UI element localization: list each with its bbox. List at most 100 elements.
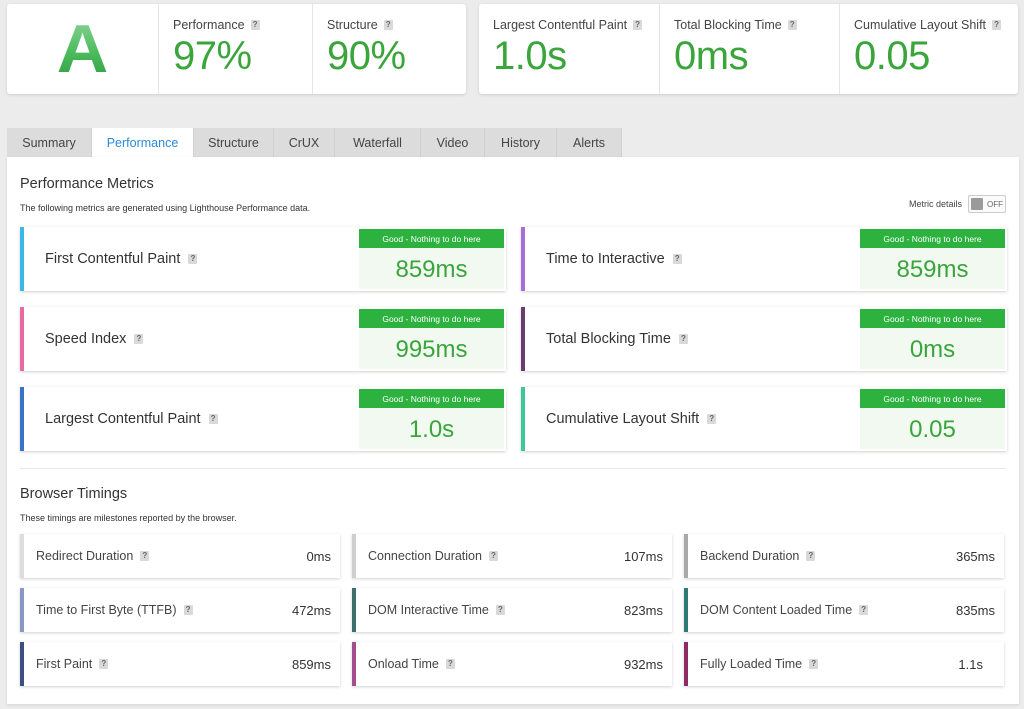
status-badge: Good - Nothing to do here xyxy=(860,309,1005,328)
structure-value: 90% xyxy=(327,34,406,78)
help-icon[interactable]: ? xyxy=(488,551,498,561)
metric-name: First Contentful Paint xyxy=(45,251,181,267)
metric-card-lcp: Largest Contentful Paint ? Good - Nothin… xyxy=(20,387,506,451)
performance-label: Performance xyxy=(173,18,245,32)
help-icon[interactable]: ? xyxy=(992,20,1002,30)
timing-value: 0ms xyxy=(306,548,331,564)
timing-value: 835ms xyxy=(955,602,995,618)
metric-value: 995ms xyxy=(395,336,468,363)
help-icon[interactable]: ? xyxy=(188,254,198,264)
timing-label: Time to First Byte (TTFB) xyxy=(36,603,177,617)
help-icon[interactable]: ? xyxy=(806,551,816,561)
section-divider xyxy=(20,468,1006,469)
timing-backend-duration: Backend Duration ? 365ms xyxy=(684,534,1004,578)
metric-name: Speed Index xyxy=(45,331,127,347)
timing-label: First Paint xyxy=(36,657,93,671)
help-icon[interactable]: ? xyxy=(383,20,393,30)
timings-section-subtitle: These timings are milestones reported by… xyxy=(20,513,237,523)
tab-structure[interactable]: Structure xyxy=(194,128,274,158)
metric-card-tti: Time to Interactive ? Good - Nothing to … xyxy=(521,227,1007,291)
performance-value: 97% xyxy=(173,34,252,78)
metric-value: 1.0s xyxy=(408,416,455,443)
status-badge: Good - Nothing to do here xyxy=(359,389,504,408)
metric-status: Good - Nothing to do here 1.0s xyxy=(359,389,504,449)
tbt-label: Total Blocking Time xyxy=(674,18,782,32)
help-icon[interactable]: ? xyxy=(809,659,819,669)
performance-score: Performance ? 97% xyxy=(159,4,313,94)
timing-value: 365ms xyxy=(955,548,995,564)
timing-label: Fully Loaded Time xyxy=(700,657,803,671)
timing-onload: Onload Time ? 932ms xyxy=(352,642,672,686)
lcp-value: 1.0s xyxy=(493,34,567,78)
timing-dom-interactive: DOM Interactive Time ? 823ms xyxy=(352,588,672,632)
help-icon[interactable]: ? xyxy=(183,605,193,615)
help-icon[interactable]: ? xyxy=(787,20,797,30)
timing-label: Backend Duration xyxy=(700,549,800,563)
web-vitals-card: Largest Contentful Paint ? 1.0s Total Bl… xyxy=(479,4,1018,94)
lcp-label: Largest Contentful Paint xyxy=(493,18,628,32)
timing-connection-duration: Connection Duration ? 107ms xyxy=(352,534,672,578)
help-icon[interactable]: ? xyxy=(208,414,218,424)
metric-status: Good - Nothing to do here 859ms xyxy=(359,229,504,289)
timing-label: DOM Content Loaded Time xyxy=(700,603,853,617)
help-icon[interactable]: ? xyxy=(140,551,150,561)
help-icon[interactable]: ? xyxy=(134,334,144,344)
help-icon[interactable]: ? xyxy=(633,20,643,30)
status-badge: Good - Nothing to do here xyxy=(359,229,504,248)
timing-fully-loaded: Fully Loaded Time ? 1.1s xyxy=(684,642,1004,686)
timing-dom-content-loaded: DOM Content Loaded Time ? 835ms xyxy=(684,588,1004,632)
help-icon[interactable]: ? xyxy=(99,659,109,669)
help-icon[interactable]: ? xyxy=(250,20,260,30)
metric-details-toggle[interactable]: OFF xyxy=(968,195,1006,213)
metric-value: 859ms xyxy=(395,256,468,283)
timing-first-paint: First Paint ? 859ms xyxy=(20,642,340,686)
help-icon[interactable]: ? xyxy=(672,254,682,264)
metrics-section-title: Performance Metrics xyxy=(20,176,154,192)
tab-performance[interactable]: Performance xyxy=(92,128,194,158)
cls-value: 0.05 xyxy=(854,34,930,78)
status-badge: Good - Nothing to do here xyxy=(359,309,504,328)
help-icon[interactable]: ? xyxy=(445,659,455,669)
toggle-knob xyxy=(971,198,983,210)
tbt-value: 0ms xyxy=(674,34,749,78)
metric-value: 0.05 xyxy=(909,416,956,443)
timing-value: 107ms xyxy=(623,548,663,564)
metric-card-tbt: Total Blocking Time ? Good - Nothing to … xyxy=(521,307,1007,371)
timing-ttfb: Time to First Byte (TTFB) ? 472ms xyxy=(20,588,340,632)
timing-value: 823ms xyxy=(623,602,663,618)
timing-value: 472ms xyxy=(291,602,331,618)
timing-label: DOM Interactive Time xyxy=(368,603,489,617)
status-badge: Good - Nothing to do here xyxy=(860,229,1005,248)
timing-label: Onload Time xyxy=(368,657,439,671)
help-icon[interactable]: ? xyxy=(707,414,717,424)
metric-value: 0ms xyxy=(909,336,956,363)
tab-history[interactable]: History xyxy=(485,128,557,158)
tab-waterfall[interactable]: Waterfall xyxy=(335,128,421,158)
grade-summary-card: A Performance ? 97% Structure ? 90% xyxy=(7,4,466,94)
metric-status: Good - Nothing to do here 859ms xyxy=(860,229,1005,289)
metric-card-fcp: First Contentful Paint ? Good - Nothing … xyxy=(20,227,506,291)
timing-redirect-duration: Redirect Duration ? 0ms xyxy=(20,534,340,578)
timings-section-title: Browser Timings xyxy=(20,486,128,502)
timing-value: 1.1s xyxy=(958,656,983,672)
timing-value: 859ms xyxy=(291,656,331,672)
lcp-summary: Largest Contentful Paint ? 1.0s xyxy=(479,4,660,94)
timing-label: Redirect Duration xyxy=(36,549,134,563)
help-icon[interactable]: ? xyxy=(495,605,505,615)
help-icon[interactable]: ? xyxy=(859,605,869,615)
status-badge: Good - Nothing to do here xyxy=(860,389,1005,408)
metric-card-speed-index: Speed Index ? Good - Nothing to do here … xyxy=(20,307,506,371)
grade-box: A xyxy=(7,4,159,94)
tab-summary[interactable]: Summary xyxy=(7,128,92,158)
tab-alerts[interactable]: Alerts xyxy=(557,128,622,158)
metric-card-cls: Cumulative Layout Shift ? Good - Nothing… xyxy=(521,387,1007,451)
metric-details-label: Metric details xyxy=(908,199,962,209)
tab-video[interactable]: Video xyxy=(421,128,485,158)
help-icon[interactable]: ? xyxy=(678,334,688,344)
tab-crux[interactable]: CrUX xyxy=(274,128,335,158)
metric-name: Total Blocking Time xyxy=(546,331,671,347)
structure-score: Structure ? 90% xyxy=(313,4,466,94)
cls-label: Cumulative Layout Shift xyxy=(854,18,987,32)
metric-details-toggle-group: Metric details OFF xyxy=(909,195,1006,213)
toggle-state: OFF xyxy=(987,199,1003,209)
